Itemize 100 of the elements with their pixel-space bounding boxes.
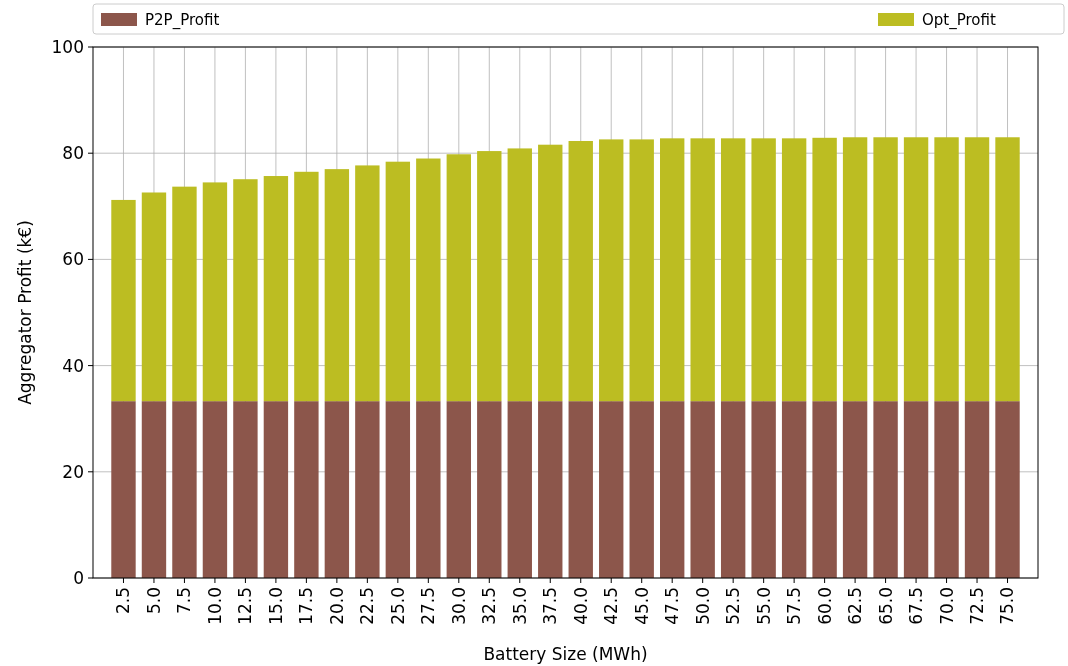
bar [355, 165, 380, 402]
bar [934, 401, 959, 578]
bar [690, 401, 715, 578]
bar [538, 144, 563, 402]
bar [111, 199, 136, 402]
bar [781, 138, 807, 402]
bar [964, 401, 990, 578]
bar [416, 158, 441, 402]
legend-label: Opt_Profit [922, 11, 996, 31]
bar [324, 169, 350, 402]
bar [385, 401, 411, 578]
bar [446, 401, 471, 578]
bar [416, 401, 441, 578]
bar [903, 137, 929, 402]
bar [172, 401, 197, 578]
x-tick-label: 25.0 [387, 587, 408, 625]
bar [568, 401, 593, 578]
x-tick-label: 60.0 [814, 587, 835, 625]
x-tick-label: 10.0 [204, 587, 225, 625]
bar [629, 401, 654, 578]
bar [660, 138, 685, 402]
x-tick-label: 2.5 [113, 587, 134, 615]
bar [873, 401, 898, 578]
x-tick-label: 72.5 [966, 587, 987, 625]
x-tick-label: 67.5 [906, 587, 927, 625]
x-tick-label: 17.5 [296, 587, 317, 625]
bar [751, 401, 776, 578]
bar [842, 401, 868, 578]
bar [141, 192, 167, 402]
bar [294, 171, 319, 402]
x-tick-label: 75.0 [997, 587, 1018, 625]
bar [477, 401, 502, 578]
bar [538, 401, 563, 578]
x-tick-label: 12.5 [235, 587, 256, 625]
bar [233, 179, 258, 402]
bar [477, 151, 502, 402]
bar [324, 401, 350, 578]
bar [842, 137, 868, 402]
x-tick-label: 70.0 [936, 587, 957, 625]
bar [660, 401, 685, 578]
bar [599, 401, 624, 578]
bar [751, 138, 776, 402]
y-tick-label: 80 [62, 143, 84, 164]
y-axis-title: Aggregator Profit (k€) [15, 220, 35, 405]
x-tick-label: 65.0 [875, 587, 896, 625]
x-tick-label: 57.5 [784, 587, 805, 625]
x-tick-label: 45.0 [631, 587, 652, 625]
x-tick-label: 40.0 [570, 587, 591, 625]
x-tick-label: 35.0 [509, 587, 530, 625]
bar [934, 137, 959, 402]
x-tick-label: 37.5 [540, 587, 561, 625]
legend-label: P2P_Profit [145, 11, 220, 31]
x-tick-label: 55.0 [753, 587, 774, 625]
bar [111, 401, 136, 578]
bar [446, 154, 471, 402]
bar [812, 401, 837, 578]
x-tick-label: 47.5 [662, 587, 683, 625]
y-tick-label: 40 [62, 355, 84, 376]
bar [385, 161, 411, 402]
x-tick-label: 15.0 [265, 587, 286, 625]
bar [233, 401, 258, 578]
x-tick-label: 52.5 [723, 587, 744, 625]
x-tick-label: 5.0 [143, 587, 164, 615]
bar [141, 401, 167, 578]
y-tick-label: 60 [62, 249, 84, 270]
y-tick-label: 100 [51, 36, 84, 57]
bar [355, 401, 380, 578]
bar [873, 137, 898, 402]
bar [812, 137, 837, 402]
bar [172, 186, 197, 402]
bar [507, 401, 532, 578]
bar [263, 176, 289, 402]
bar [964, 137, 990, 402]
bar [599, 139, 624, 402]
bar [294, 401, 319, 578]
bar [507, 148, 532, 402]
bar [263, 401, 289, 578]
x-tick-label: 27.5 [418, 587, 439, 625]
bar [995, 401, 1020, 578]
x-tick-label: 7.5 [174, 587, 195, 615]
bar [629, 139, 654, 402]
x-tick-label: 42.5 [601, 587, 622, 625]
x-tick-label: 22.5 [357, 587, 378, 625]
x-tick-label: 62.5 [845, 587, 866, 625]
bar [903, 401, 929, 578]
x-tick-label: 32.5 [479, 587, 500, 625]
x-axis-title: Battery Size (MWh) [483, 644, 648, 664]
x-tick-label: 50.0 [692, 587, 713, 625]
bar [690, 138, 715, 402]
bar [202, 182, 228, 402]
bar [202, 401, 228, 578]
bar [720, 138, 746, 402]
x-tick-label: 20.0 [326, 587, 347, 625]
bar [995, 137, 1020, 402]
bar [568, 140, 593, 402]
x-tick-label: 30.0 [448, 587, 469, 625]
y-tick-label: 20 [62, 461, 84, 482]
y-tick-label: 0 [73, 567, 84, 588]
bar [720, 401, 746, 578]
bar [781, 401, 807, 578]
